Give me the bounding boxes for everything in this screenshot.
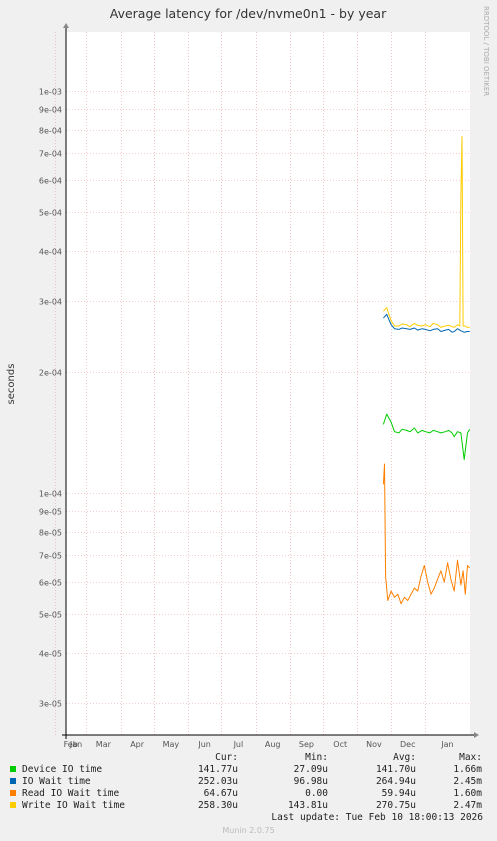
- legend-max: 1.60m: [453, 788, 482, 799]
- grid: [55, 32, 470, 735]
- chart: Average latency for /dev/nvme0n1 - by ye…: [6, 6, 490, 750]
- rrdtool-credit: RRDTOOL / TOBI OETIKER: [482, 6, 490, 96]
- legend-avg: 59.94u: [381, 788, 416, 799]
- legend-name: Write IO Wait time: [22, 800, 125, 811]
- x-tick-label: May: [163, 740, 180, 749]
- legend-max: 1.66m: [453, 764, 482, 775]
- y-tick-label: 7e-05: [39, 552, 62, 561]
- legend-header-min: Min:: [305, 752, 328, 763]
- x-tick-label: Sep: [299, 740, 314, 749]
- legend-swatch-io-wait: [10, 778, 16, 784]
- munin-version: Munin 2.0.75: [222, 826, 275, 835]
- x-tick-label: Jul: [233, 740, 244, 749]
- y-tick-label: 5e-04: [39, 209, 62, 218]
- legend-max: 2.45m: [453, 776, 482, 787]
- x-tick-label: Jan: [69, 740, 82, 749]
- x-tick-label: Oct: [333, 740, 347, 749]
- legend-min: 143.81u: [287, 800, 328, 811]
- legend-header-max: Max:: [459, 752, 482, 763]
- series-line-io-wait-time: [383, 313, 470, 333]
- y-tick-label: 8e-05: [39, 529, 62, 538]
- chart-title: Average latency for /dev/nvme0n1 - by ye…: [110, 6, 387, 21]
- legend-cur: 141.77u: [197, 764, 238, 775]
- last-update: Last update: Tue Feb 10 18:00:13 2026: [271, 812, 483, 823]
- tick-labels: 1e-03 9e-04 8e-04 7e-04 6e-04 5e-04 4e-04 3e-04…: [39, 88, 454, 750]
- y-tick-label: 4e-05: [39, 650, 62, 659]
- y-tick-label: 9e-04: [39, 106, 62, 115]
- legend-header-avg: Avg:: [393, 752, 416, 763]
- legend-row-io-wait: IO Wait time 252.03u 96.98u 264.94u 2.45…: [10, 776, 482, 788]
- x-tick-label: Feb: [64, 740, 78, 749]
- y-tick-label: 3e-04: [39, 298, 62, 307]
- x-tick-label: Mar: [96, 740, 112, 749]
- legend-swatch-write-io-wait: [10, 802, 16, 808]
- legend-row-write-io-wait: Write IO Wait time 258.30u 143.81u 270.7…: [10, 800, 482, 812]
- series-lines: [382, 135, 471, 605]
- y-axis-label: seconds: [6, 364, 17, 405]
- legend-row-read-io-wait: Read IO Wait time 64.67u 0.00 59.94u 1.6…: [10, 788, 482, 800]
- legend-avg: 141.70u: [375, 764, 416, 775]
- plot-area: [66, 32, 470, 735]
- legend-swatch-device-io: [10, 766, 16, 772]
- y-tick-label: 6e-04: [39, 177, 62, 186]
- x-tick-label: Apr: [130, 740, 145, 749]
- legend-min: 96.98u: [293, 776, 328, 787]
- legend-max: 2.47m: [453, 800, 482, 811]
- legend-avg: 264.94u: [375, 776, 416, 787]
- x-tick-label: Jun: [197, 740, 211, 749]
- series-line-read-io-wait-time: [382, 463, 471, 605]
- y-tick-label: 8e-04: [39, 127, 62, 136]
- legend-swatch-read-io-wait: [10, 790, 16, 796]
- legend-cur: 64.67u: [203, 788, 238, 799]
- legend-min: 0.00: [305, 788, 328, 799]
- legend-cur: 258.30u: [197, 800, 238, 811]
- legend-min: 27.09u: [293, 764, 328, 775]
- y-tick-label: 7e-04: [39, 150, 62, 159]
- legend-row-device-io: Device IO time 141.77u 27.09u 141.70u 1.…: [10, 764, 482, 776]
- legend-name: IO Wait time: [22, 776, 91, 787]
- legend-cur: 252.03u: [197, 776, 238, 787]
- y-axis-arrow: [63, 23, 69, 28]
- y-tick-label: 1e-04: [39, 490, 62, 499]
- x-tick-label: Nov: [366, 740, 382, 749]
- series-line-write-io-wait-time: [383, 135, 470, 328]
- legend-name: Read IO Wait time: [22, 788, 120, 799]
- x-axis-arrow: [474, 732, 479, 738]
- y-tick-label: 1e-03: [39, 88, 62, 97]
- x-tick-label: Jan: [440, 740, 453, 749]
- y-tick-label: 5e-05: [39, 611, 62, 620]
- y-tick-label: 9e-05: [39, 508, 62, 517]
- series-line-device-io-time: [382, 413, 471, 461]
- x-tick-label: Dec: [400, 740, 415, 749]
- y-tick-label: 6e-05: [39, 579, 62, 588]
- legend-table: Cur: Min: Avg: Max: Device IO time 141.7…: [10, 752, 482, 812]
- y-tick-label: 2e-04: [39, 369, 62, 378]
- y-tick-label: 3e-05: [39, 700, 62, 709]
- y-tick-label: 4e-04: [39, 248, 62, 257]
- x-tick-label: Aug: [265, 740, 281, 749]
- legend-header-row: Cur: Min: Avg: Max:: [10, 752, 482, 764]
- legend-avg: 270.75u: [375, 800, 416, 811]
- legend-name: Device IO time: [22, 764, 103, 775]
- legend-header-cur: Cur:: [215, 752, 238, 763]
